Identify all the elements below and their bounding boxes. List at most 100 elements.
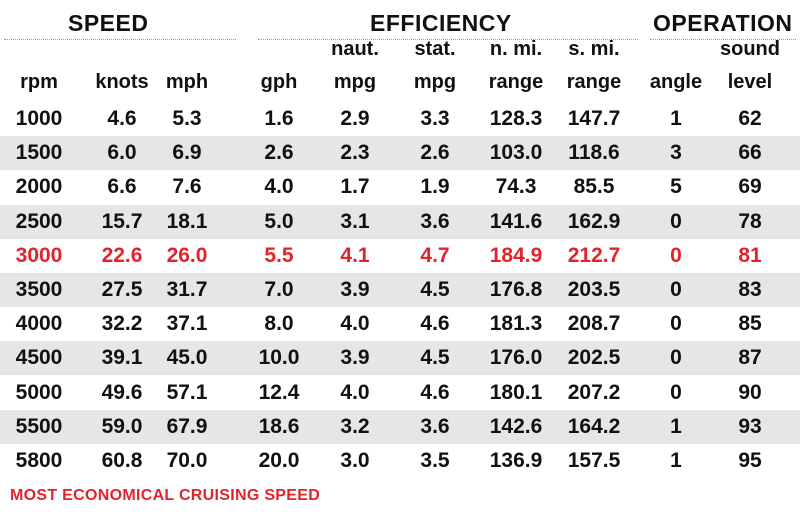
header-top-nmi: n. mi. [489,38,543,60]
cell-stat-mpg: 4.5 [420,346,450,370]
table-row-highlighted: 3000 22.6 26.0 5.5 4.1 4.7 184.9 212.7 0 81 [0,239,800,273]
cell-gph: 18.6 [258,414,300,438]
cell-rpm: 2000 [15,175,63,199]
cell-nmi-range: 136.9 [489,449,543,472]
cell-gph: 4.0 [264,175,294,199]
cell-knots: 59.0 [101,414,143,438]
cell-smi-range: 85.5 [573,175,615,199]
cell-knots: 6.0 [107,141,137,165]
cell-knots: 60.8 [101,449,143,472]
cell-sound-level: 85 [738,312,762,336]
cell-angle: 1 [670,449,682,472]
cell-mph: 45.0 [166,346,208,370]
cell-knots: 6.6 [107,175,137,199]
cell-gph: 2.6 [264,141,294,165]
header-gph: gph [260,71,298,93]
cell-naut-mpg: 4.1 [340,243,370,267]
cell-angle: 0 [670,278,682,301]
footnote-legend: MOST ECONOMICAL CRUISING SPEED [10,487,321,504]
cell-sound-level: 62 [738,107,762,130]
cell-gph: 1.6 [264,107,294,130]
cell-mph: 57.1 [166,380,208,404]
cell-mph: 26.0 [166,243,208,267]
cell-angle: 1 [670,107,682,130]
cell-sound-level: 87 [738,346,762,370]
cell-stat-mpg: 4.5 [420,278,450,301]
cell-sound-level: 83 [738,278,762,301]
cell-mph: 70.0 [166,449,208,472]
cell-smi-range: 212.7 [567,243,621,267]
cell-rpm: 3000 [15,243,63,267]
header-top-smi: s. mi. [568,38,620,60]
cell-angle: 0 [670,312,682,336]
cell-sound-level: 69 [738,175,762,199]
cell-rpm: 5500 [15,414,63,438]
cell-sound-level: 66 [738,141,762,165]
header-top-stat: stat. [414,38,456,60]
table-row: 2500 15.7 18.1 5.0 3.1 3.6 141.6 162.9 0 78 [0,204,800,239]
cell-nmi-range: 128.3 [489,107,543,130]
table-row: 1500 6.0 6.9 2.6 2.3 2.6 103.0 118.6 3 66 [0,136,800,171]
cell-nmi-range: 181.3 [489,312,543,336]
cell-angle: 3 [670,141,682,165]
table-row: 1000 4.6 5.3 1.6 2.9 3.3 128.3 147.7 1 62 [0,102,800,136]
cell-stat-mpg: 1.9 [420,175,450,199]
cell-nmi-range: 103.0 [489,141,543,165]
section-divider-operation [650,39,796,40]
cell-gph: 5.5 [264,243,294,267]
cell-smi-range: 157.5 [567,449,621,472]
header-stat-mpg: mpg [413,71,457,93]
cell-angle: 1 [670,414,682,438]
cell-mph: 5.3 [172,107,202,130]
cell-naut-mpg: 3.9 [340,346,370,370]
cell-stat-mpg: 3.6 [420,209,450,233]
cell-naut-mpg: 3.1 [340,209,370,233]
cell-nmi-range: 176.8 [489,278,543,301]
header-top-sound: sound [720,38,780,60]
cell-naut-mpg: 1.7 [340,175,370,199]
section-divider-speed [4,39,236,40]
header-sound-level: level [727,71,773,93]
header-smi-range: range [566,71,622,93]
cell-angle: 0 [670,243,682,267]
cell-knots: 15.7 [101,209,143,233]
table-row: 5500 59.0 67.9 18.6 3.2 3.6 142.6 164.2 1 93 [0,409,800,444]
header-nmi-range: range [488,71,544,93]
cell-gph: 12.4 [258,380,300,404]
cell-sound-level: 95 [738,449,762,472]
cell-mph: 18.1 [166,209,208,233]
cell-angle: 0 [670,380,682,404]
cell-mph: 7.6 [172,175,202,199]
cell-mph: 31.7 [166,278,208,301]
table-row: 2000 6.6 7.6 4.0 1.7 1.9 74.3 85.5 5 69 [0,170,800,204]
section-divider-efficiency [258,39,638,40]
cell-sound-level: 90 [738,380,762,404]
cell-smi-range: 147.7 [567,107,621,130]
header-mph: mph [165,71,209,93]
cell-angle: 5 [670,175,682,199]
cell-stat-mpg: 4.6 [420,380,450,404]
table-row: 5800 60.8 70.0 20.0 3.0 3.5 136.9 157.5 1 95 [0,444,800,478]
cell-knots: 22.6 [101,243,143,267]
cell-rpm: 1000 [15,107,63,130]
cell-sound-level: 81 [738,243,762,267]
cell-naut-mpg: 2.3 [340,141,370,165]
cell-smi-range: 164.2 [567,414,621,438]
cell-mph: 37.1 [166,312,208,336]
cell-smi-range: 207.2 [567,380,621,404]
cell-nmi-range: 142.6 [489,414,543,438]
cell-stat-mpg: 2.6 [420,141,450,165]
cell-smi-range: 118.6 [568,141,620,165]
table-row: 4500 39.1 45.0 10.0 3.9 4.5 176.0 202.5 0 87 [0,341,800,376]
cell-rpm: 4000 [15,312,63,336]
cell-smi-range: 162.9 [567,209,621,233]
cell-naut-mpg: 2.9 [340,107,370,130]
table-row: 5000 49.6 57.1 12.4 4.0 4.6 180.1 207.2 0 90 [0,376,800,410]
table-row: 3500 27.5 31.7 7.0 3.9 4.5 176.8 203.5 0 83 [0,273,800,307]
header-angle: angle [649,71,703,93]
cell-gph: 7.0 [264,278,294,301]
cell-naut-mpg: 3.0 [340,449,370,472]
cell-stat-mpg: 4.7 [420,243,450,267]
section-speed-heading: SPEED [68,10,149,36]
cell-naut-mpg: 4.0 [340,380,370,404]
